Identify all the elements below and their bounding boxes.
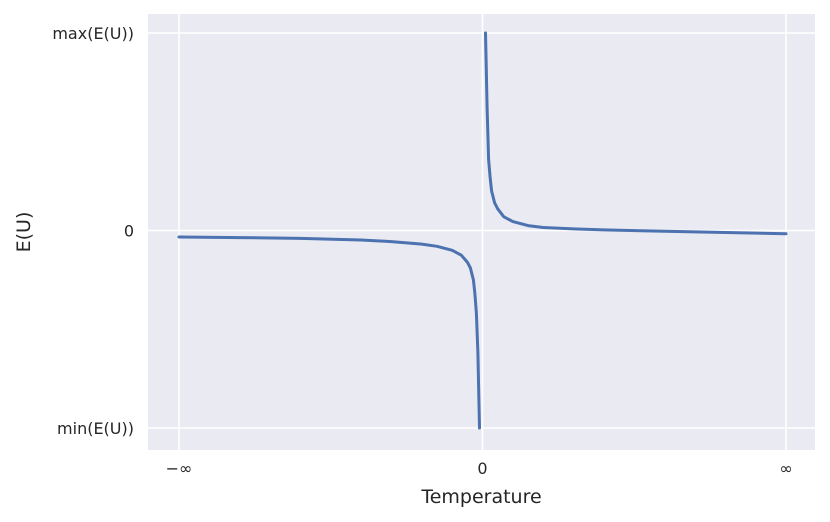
y-tick-label: max(E(U)): [52, 24, 134, 43]
x-axis-label: Temperature: [420, 486, 541, 508]
series-line: [177, 235, 481, 430]
series-line: [484, 31, 788, 236]
series-layer: [177, 31, 788, 430]
grid: [148, 14, 815, 450]
x-axis-ticks: −∞ 0 ∞: [166, 459, 793, 478]
y-axis-label: E(U): [13, 212, 35, 253]
x-tick-label: 0: [477, 459, 487, 478]
x-tick-label: ∞: [779, 459, 792, 478]
y-axis-ticks: min(E(U)) 0 max(E(U)): [52, 24, 134, 438]
y-tick-label: 0: [124, 222, 134, 241]
x-tick-label: −∞: [166, 459, 193, 478]
y-tick-label: min(E(U)): [57, 419, 134, 438]
